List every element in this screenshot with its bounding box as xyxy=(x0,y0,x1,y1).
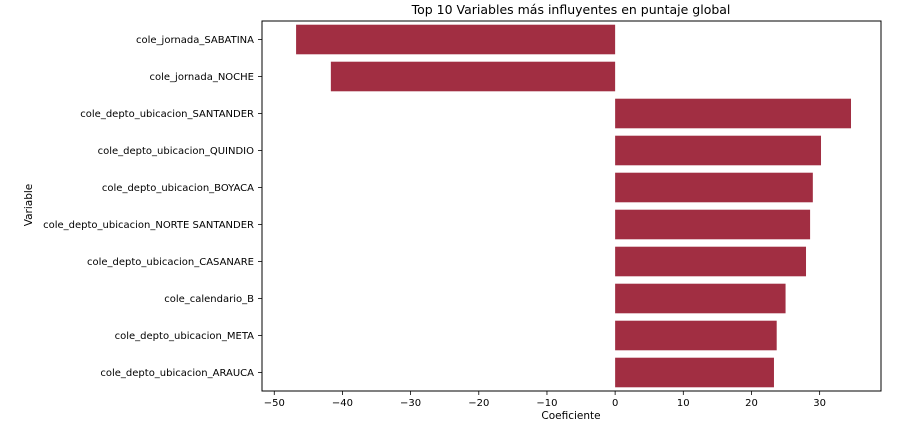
x-tick-label: 10 xyxy=(677,398,690,409)
x-tick-label: 0 xyxy=(612,398,618,409)
bar-7 xyxy=(615,283,786,314)
bar-2 xyxy=(615,98,852,129)
y-tick-label: cole_depto_ubicacion_BOYACA xyxy=(102,183,254,194)
y-tick-label: cole_calendario_B xyxy=(164,294,254,305)
bar-0 xyxy=(296,24,616,55)
bar-6 xyxy=(615,246,807,277)
y-tick-label: cole_jornada_SABATINA xyxy=(136,35,254,46)
bar-8 xyxy=(615,320,777,351)
x-axis-ticks: −50 −40 −30 −20 −10 0 10 20 30 xyxy=(264,391,826,409)
y-tick-label: cole_depto_ubicacion_ARAUCA xyxy=(100,368,254,379)
bar-9 xyxy=(615,357,774,388)
y-tick-label: cole_depto_ubicacion_NORTE SANTANDER xyxy=(43,220,254,231)
bars-group xyxy=(296,24,852,388)
y-tick-label: cole_jornada_NOCHE xyxy=(150,72,255,83)
x-axis-label: Coeficiente xyxy=(541,410,600,422)
x-tick-label: −40 xyxy=(332,398,353,409)
bar-3 xyxy=(615,135,822,166)
y-axis-label: Variable xyxy=(23,184,35,227)
x-tick-label: 30 xyxy=(813,398,826,409)
chart-title: Top 10 Variables más influyentes en punt… xyxy=(411,2,731,17)
y-tick-label: cole_depto_ubicacion_SANTANDER xyxy=(80,109,254,120)
x-tick-label: −30 xyxy=(400,398,421,409)
bar-1 xyxy=(330,61,616,92)
bar-4 xyxy=(615,172,813,203)
bar-5 xyxy=(615,209,811,240)
x-tick-label: −20 xyxy=(468,398,489,409)
plot-frame xyxy=(261,20,882,392)
y-tick-label: cole_depto_ubicacion_CASANARE xyxy=(87,257,254,268)
y-axis-ticks: cole_jornada_SABATINA cole_jornada_NOCHEc… xyxy=(43,35,262,379)
y-tick-label: cole_depto_ubicacion_QUINDIO xyxy=(98,146,255,157)
x-tick-label: 20 xyxy=(745,398,758,409)
y-tick-label: cole_depto_ubicacion_META xyxy=(115,331,255,342)
x-tick-label: −50 xyxy=(264,398,285,409)
x-tick-label: −10 xyxy=(536,398,557,409)
